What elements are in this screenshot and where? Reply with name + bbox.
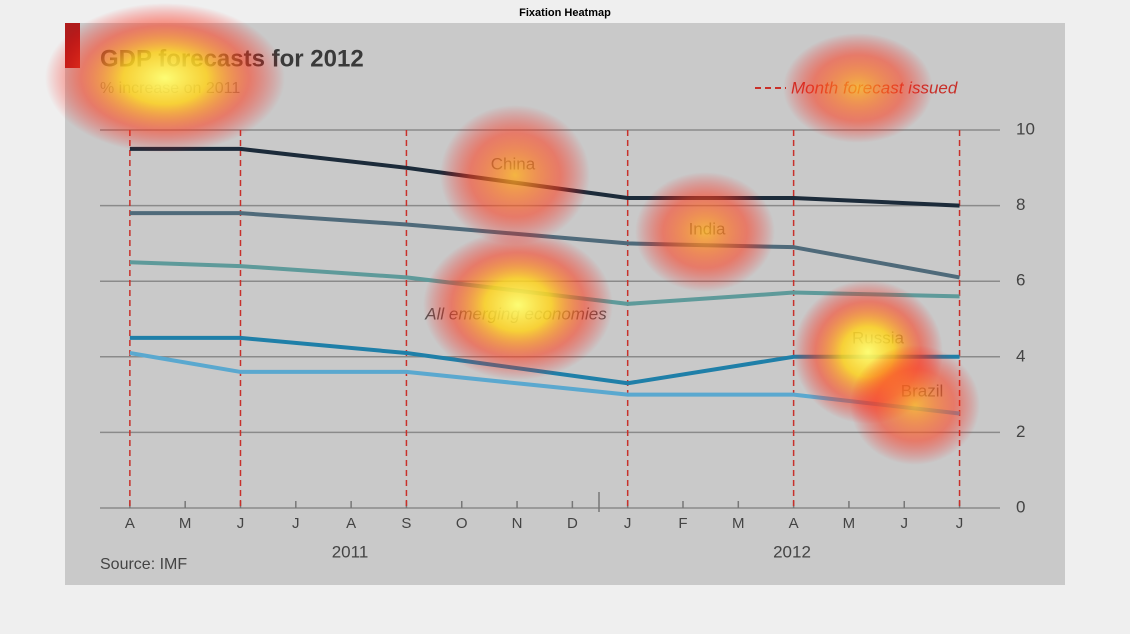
fixation-blob	[635, 172, 775, 292]
x-tick-label: J	[624, 515, 632, 532]
year-label: 2011	[332, 542, 369, 561]
x-tick-label: J	[237, 515, 245, 532]
x-tick-label: N	[512, 515, 523, 532]
x-tick-label: J	[956, 515, 964, 532]
x-tick-label: A	[125, 515, 135, 532]
x-tick-label: J	[900, 515, 908, 532]
page-title: Fixation Heatmap	[519, 7, 611, 19]
fixation-blob	[423, 230, 613, 380]
x-tick-label: A	[789, 515, 799, 532]
x-tick-label: M	[179, 515, 192, 532]
x-tick-label: A	[346, 515, 356, 532]
fixation-blob	[45, 3, 285, 153]
heat-overlay	[45, 3, 980, 465]
x-tick-label: S	[401, 515, 411, 532]
fixation-blob	[440, 105, 590, 245]
y-tick-label: 4	[1016, 346, 1025, 365]
y-tick-label: 0	[1016, 497, 1025, 516]
y-tick-label: 2	[1016, 422, 1025, 441]
y-tick-label: 10	[1016, 119, 1035, 138]
source: Source: IMF	[100, 556, 187, 573]
y-tick-label: 8	[1016, 195, 1025, 214]
x-tick-label: M	[843, 515, 856, 532]
x-tick-label: F	[678, 515, 687, 532]
x-tick-label: O	[456, 515, 468, 532]
y-tick-label: 6	[1016, 271, 1025, 290]
year-label: 2012	[773, 542, 811, 561]
x-tick-label: J	[292, 515, 300, 532]
x-tick-label: M	[732, 515, 745, 532]
x-tick-label: D	[567, 515, 578, 532]
fixation-blob	[850, 345, 980, 465]
fixation-blob	[783, 33, 933, 143]
